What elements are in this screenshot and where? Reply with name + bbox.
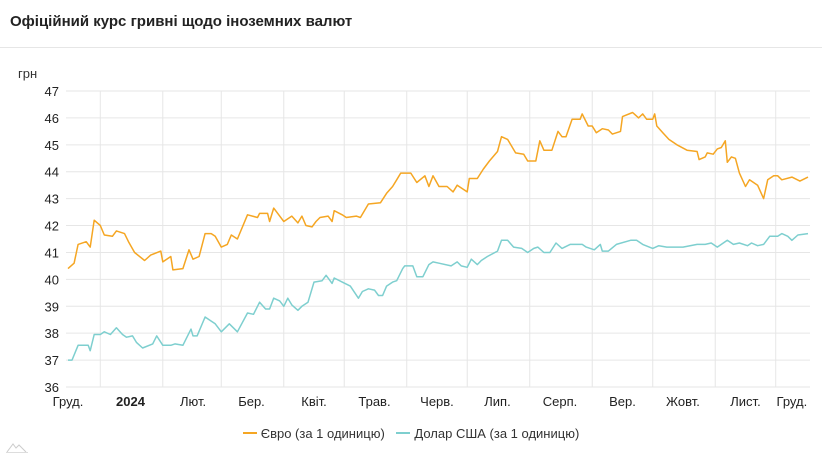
x-tick-label: Лист. [730,394,760,409]
x-tick-label: Серп. [543,394,578,409]
y-tick-label: 41 [45,245,59,260]
logo-icon [6,443,28,453]
y-tick-label: 42 [45,219,59,234]
series-lines [67,111,809,361]
x-tick-label: Вер. [609,394,636,409]
legend-label-usd: Долар США (за 1 одиницю) [414,425,580,441]
y-axis: 36 37 38 39 40 41 42 43 44 45 46 47 [45,84,59,395]
y-tick-label: 40 [45,272,59,287]
x-tick-label: Лют. [180,394,206,409]
x-tick-label: Груд. [53,394,84,409]
legend-swatch-euro [242,432,257,434]
y-tick-label: 43 [45,192,59,207]
legend: Євро (за 1 одиницю) Долар США (за 1 один… [0,422,822,441]
legend-item-usd[interactable]: Долар США (за 1 одиницю) [396,426,579,441]
x-axis: Груд. 2024 Лют. Бер. Квіт. Трав. Черв. Лип. Серп… [53,394,808,409]
chart-title: Офіційний курс гривні щодо іноземних вал… [10,13,353,30]
x-tick-label: Трав. [358,394,390,409]
gridlines [66,90,810,388]
x-tick-label: Лип. [484,394,510,409]
x-tick-label: Жовт. [666,394,700,409]
y-tick-label: 44 [45,165,59,180]
x-tick-label: 2024 [116,394,146,409]
x-tick-label: Груд. [777,394,808,409]
y-tick-label: 36 [45,380,59,395]
y-tick-label: 37 [45,353,59,368]
y-tick-label: 38 [45,326,59,341]
y-tick-label: 46 [45,111,59,126]
y-tick-label: 45 [45,138,59,153]
y-axis-label: грн [18,66,37,81]
euro-series-line [67,111,809,271]
legend-swatch-usd [396,432,411,434]
x-tick-label: Бер. [238,394,265,409]
usd-series-line [68,232,809,361]
title-divider [0,47,822,48]
y-tick-label: 47 [45,84,59,99]
x-tick-label: Квіт. [301,394,327,409]
legend-item-euro[interactable]: Євро (за 1 одиницю) [242,425,385,441]
x-tick-label: Черв. [420,394,454,409]
y-tick-label: 39 [45,299,59,314]
legend-label-euro: Євро (за 1 одиницю) [260,425,385,441]
